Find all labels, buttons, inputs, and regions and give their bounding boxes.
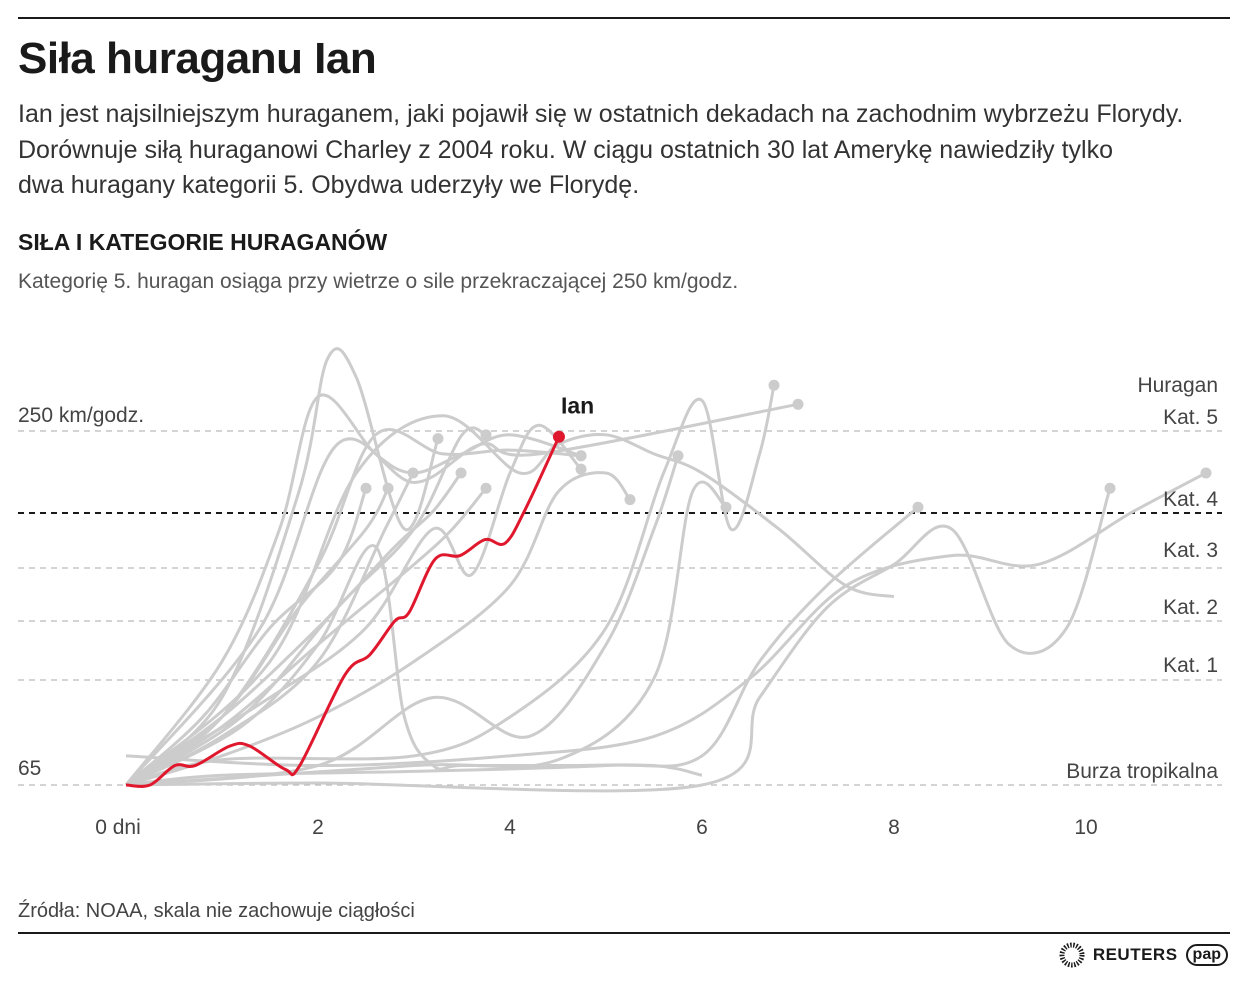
category-label: Kat. 1 [1163, 654, 1218, 677]
y-axis-label: 250 km/godz. [18, 404, 144, 427]
logos: REUTERS pap [1059, 942, 1228, 968]
category-label: Kat. 3 [1163, 539, 1218, 562]
hurricane-line [125, 471, 1207, 768]
hurricane-line [125, 426, 487, 787]
hurricane-line [125, 423, 583, 787]
hurricane-line [125, 471, 632, 787]
hurricane-end-dot [792, 398, 804, 410]
pap-logo: pap [1185, 944, 1228, 966]
hurricane-end-dot [360, 482, 372, 494]
hurricane-end-dot [624, 494, 636, 506]
bottom-rule [18, 932, 1230, 934]
hurricane-line [125, 414, 895, 787]
hurricane-end-dot [720, 501, 732, 513]
hurricane-end-dot [575, 450, 587, 462]
category-label: Burza tropikalna [1066, 760, 1218, 783]
x-tick-label: 2 [312, 816, 324, 839]
hurricane-end-dot [912, 501, 924, 513]
category-label: Kat. 4 [1163, 488, 1218, 511]
hurricane-end-dot [382, 482, 394, 494]
hurricane-line [125, 487, 368, 787]
description-line: Dorównuje siłą huraganowi Charley z 2004… [18, 136, 1113, 164]
chart-note: Kategorię 5. huragan osiąga przy wietrze… [18, 270, 739, 293]
hurricane-line [125, 487, 1112, 793]
reuters-logo-icon [1059, 942, 1085, 968]
hurricane-end-dot [480, 482, 492, 494]
hurricane-line [124, 402, 799, 786]
reuters-logo: REUTERS [1092, 945, 1178, 964]
page-title: Siła huraganu Ian [18, 34, 377, 83]
hurricane-end-dot [672, 450, 684, 462]
ian-end-dot [552, 430, 565, 443]
category-label: Kat. 2 [1163, 596, 1218, 619]
hurricane-end-dot [1200, 467, 1212, 479]
category-label: Huragan [1137, 374, 1218, 397]
x-tick-label: 8 [888, 816, 900, 839]
chart-subtitle: SIŁA I KATEGORIE HURAGANÓW [18, 229, 388, 255]
hurricane-end-dot [480, 429, 492, 441]
category-label: Kat. 5 [1163, 406, 1218, 429]
x-tick-label: 0 dni [95, 816, 141, 839]
hurricane-chart: Ian Burza tropikalna Kat. 1 Kat. 2 Kat. 3 Ka… [18, 347, 1222, 839]
hurricane-end-dot [432, 433, 444, 445]
hurricane-line [125, 544, 703, 787]
hurricane-line [125, 427, 582, 787]
hurricane-line [125, 506, 919, 787]
x-tick-label: 4 [504, 816, 516, 839]
hurricane-line [125, 487, 390, 787]
x-tick-label: 6 [696, 816, 708, 839]
hurricane-line [125, 455, 680, 787]
hurricane-end-dot [575, 463, 587, 475]
hurricane-line [125, 480, 727, 787]
ian-line [125, 436, 561, 788]
hurricane-end-dot [1104, 482, 1116, 494]
ian-label: Ian [561, 393, 594, 419]
x-tick-label: 10 [1074, 816, 1097, 839]
top-rule [18, 17, 1230, 19]
hurricane-line [124, 347, 440, 787]
hurricane-end-dot [407, 467, 419, 479]
source-note: Źródła: NOAA, skala nie zachowuje ciągło… [18, 900, 415, 922]
y-axis-label: 65 [18, 757, 41, 780]
description-line: Ian jest najsilniejszym huraganem, jaki … [18, 100, 1184, 128]
hurricane-end-dot [455, 467, 467, 479]
hurricane-end-dot [768, 379, 780, 391]
description-line: dwa huragany kategorii 5. Obydwa uderzył… [18, 171, 640, 199]
